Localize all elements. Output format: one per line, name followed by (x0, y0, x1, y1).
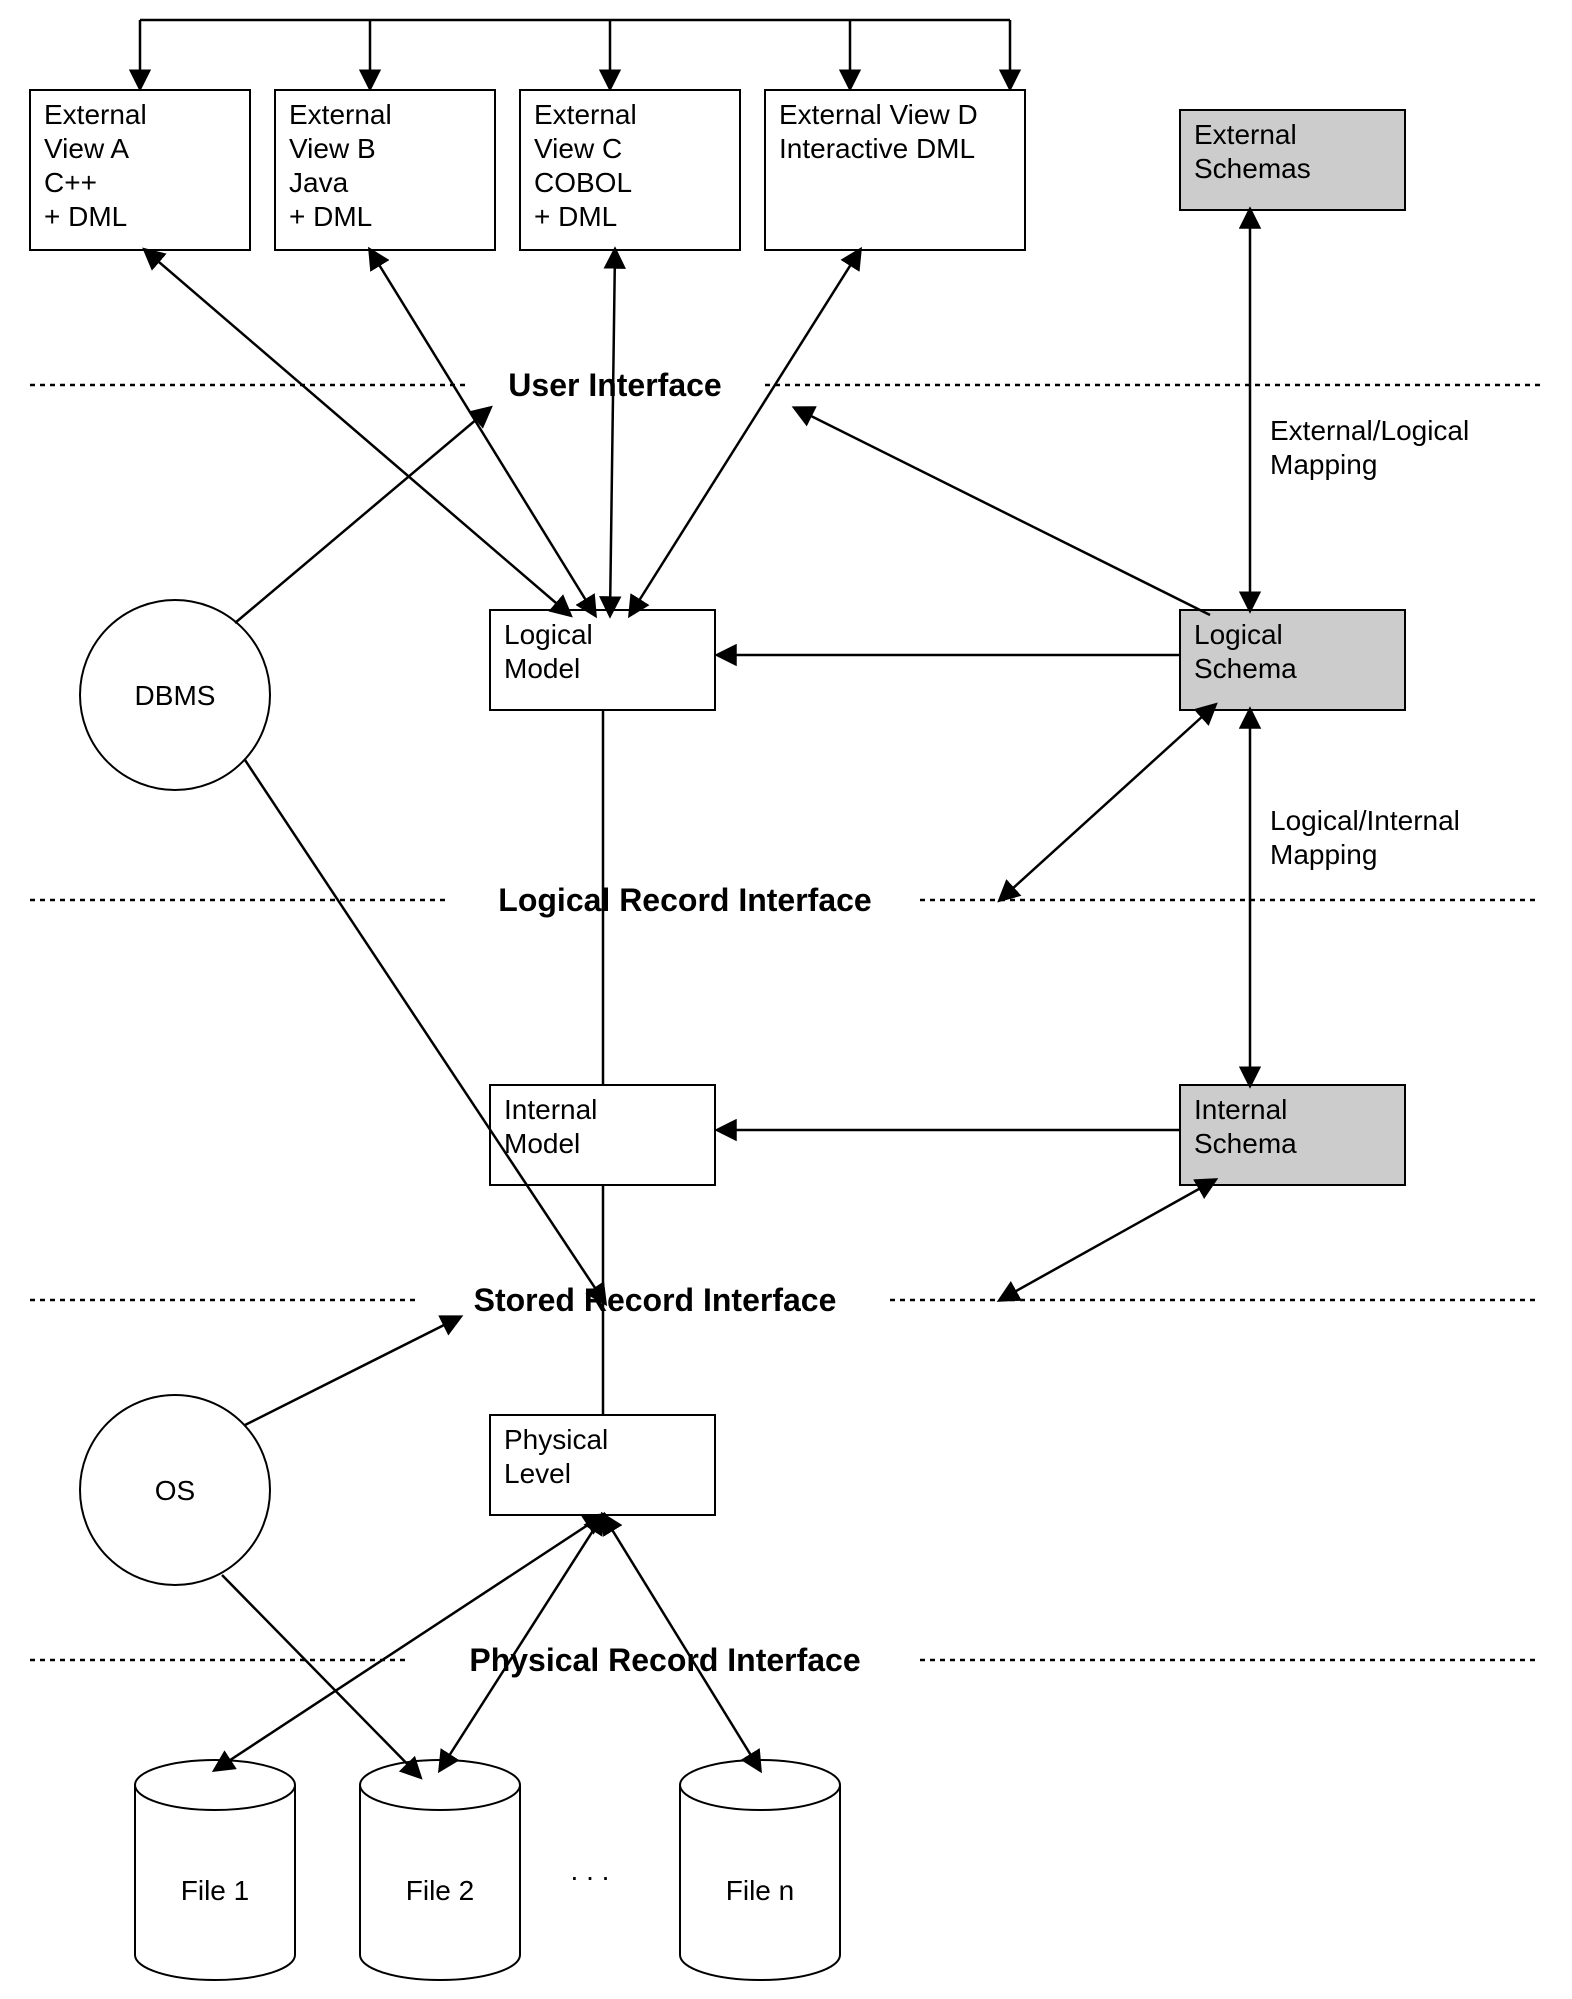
darrow-3 (630, 250, 860, 615)
lri-label: Logical Record Interface (498, 882, 871, 918)
sri-label: Stored Record Interface (474, 1282, 837, 1318)
file1-cylinder-top (135, 1760, 295, 1810)
darrow-0 (145, 250, 570, 615)
sarrow-0 (235, 408, 490, 623)
darrow-4 (1000, 705, 1215, 900)
darrow-1 (370, 250, 595, 615)
file-ellipsis: . . . (571, 1855, 610, 1886)
dbms-label: DBMS (135, 680, 216, 711)
filen-cylinder-top (680, 1760, 840, 1810)
sarrow-4 (795, 408, 1210, 615)
file1-label: File 1 (181, 1875, 249, 1906)
ui-label: User Interface (508, 367, 721, 403)
file2-label: File 2 (406, 1875, 474, 1906)
sarrow-1 (245, 760, 605, 1303)
pri-label: Physical Record Interface (469, 1642, 860, 1678)
darrow-2 (610, 250, 615, 615)
sarrow-5 (245, 1317, 460, 1425)
log_int_map-label: Logical/InternalMapping (1270, 805, 1460, 870)
filen-label: File n (726, 1875, 794, 1906)
darrow-5 (1000, 1180, 1215, 1300)
file2-cylinder-top (360, 1760, 520, 1810)
os-label: OS (155, 1475, 195, 1506)
ext_log_map-label: External/LogicalMapping (1270, 415, 1469, 480)
diagram-canvas: ExternalView AC+++ DMLExternalView BJava… (0, 0, 1572, 1999)
